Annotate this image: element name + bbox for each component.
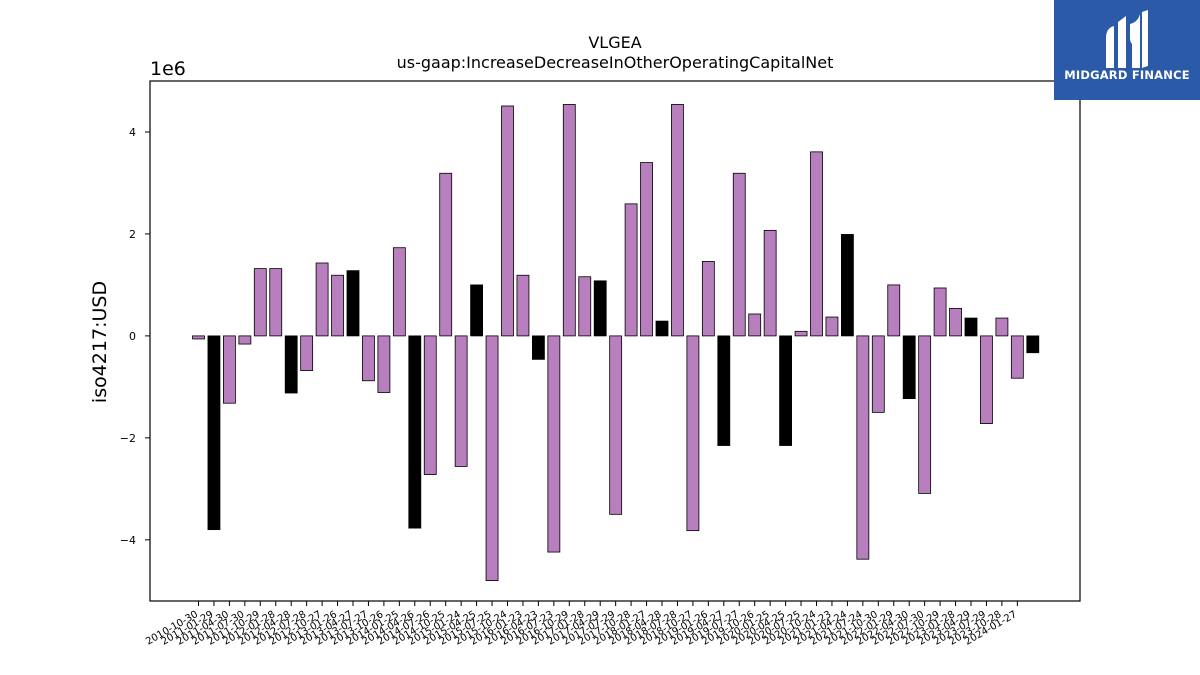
bar (454, 335, 468, 467)
brand-mark-icon (1106, 10, 1148, 68)
y-tick-label: −2 (120, 432, 136, 445)
bar (964, 317, 978, 337)
y-tick-label: 2 (129, 228, 136, 241)
bar (593, 280, 607, 337)
bar (315, 262, 329, 337)
bar (501, 105, 514, 337)
bar (640, 162, 653, 337)
bar (841, 234, 854, 337)
bar (794, 330, 808, 337)
bar (408, 335, 422, 529)
bar (1010, 335, 1024, 379)
bar (810, 151, 823, 337)
bar (732, 172, 746, 337)
bar (748, 313, 762, 337)
y-tick-label: −4 (120, 534, 136, 547)
bar (1026, 335, 1040, 354)
bar (253, 268, 267, 337)
bar (763, 229, 777, 337)
bar (532, 335, 545, 360)
y-scale-label: 1e6 (150, 58, 186, 80)
bar-series (192, 104, 1040, 582)
y-tick-label: 4 (129, 126, 136, 139)
bar (717, 335, 731, 446)
bar (856, 335, 870, 560)
bar (701, 261, 715, 337)
plot-frame (149, 80, 1081, 602)
watermark-text: MIDGARD FINANCE (1064, 68, 1190, 82)
bar (207, 335, 221, 531)
bar (423, 335, 437, 475)
bar (918, 335, 932, 494)
bar (686, 335, 700, 532)
x-axis-ticks: 2010-10-302011-01-292011-04-302011-07-30… (144, 601, 1019, 648)
bar (377, 335, 391, 393)
bar (933, 287, 947, 337)
bar (562, 104, 576, 337)
bar (269, 268, 283, 337)
bar (192, 335, 205, 340)
y-tick-label: 0 (129, 330, 136, 343)
bar (485, 335, 499, 582)
bar (995, 317, 1009, 337)
bar (779, 335, 792, 446)
bar (980, 335, 993, 424)
y-axis-ticks: −4 −2 0 2 4 (120, 126, 150, 547)
bar (871, 335, 885, 413)
bar (222, 335, 236, 404)
y-axis-label: iso4217:USD (89, 281, 111, 403)
bar (902, 335, 916, 400)
bar (439, 172, 453, 337)
midgard-finance-logo: MIDGARD FINANCE (1054, 0, 1200, 100)
bar (284, 335, 298, 394)
bar (671, 104, 684, 337)
bar (609, 335, 623, 515)
bar (887, 284, 901, 337)
bar (362, 335, 375, 382)
bar (238, 335, 252, 345)
bar (578, 276, 592, 337)
chart-subtitle: us-gaap:IncreaseDecreaseInOtherOperating… (397, 53, 834, 72)
bar (547, 335, 561, 553)
bar (516, 274, 530, 337)
bar (624, 203, 638, 337)
bar (392, 247, 406, 337)
bar (470, 284, 484, 337)
bar (300, 335, 314, 371)
bar (949, 307, 962, 337)
bar (331, 274, 344, 337)
bar (825, 316, 839, 337)
chart-title: VLGEA (588, 33, 641, 52)
bar (346, 270, 360, 337)
bar (655, 320, 669, 337)
